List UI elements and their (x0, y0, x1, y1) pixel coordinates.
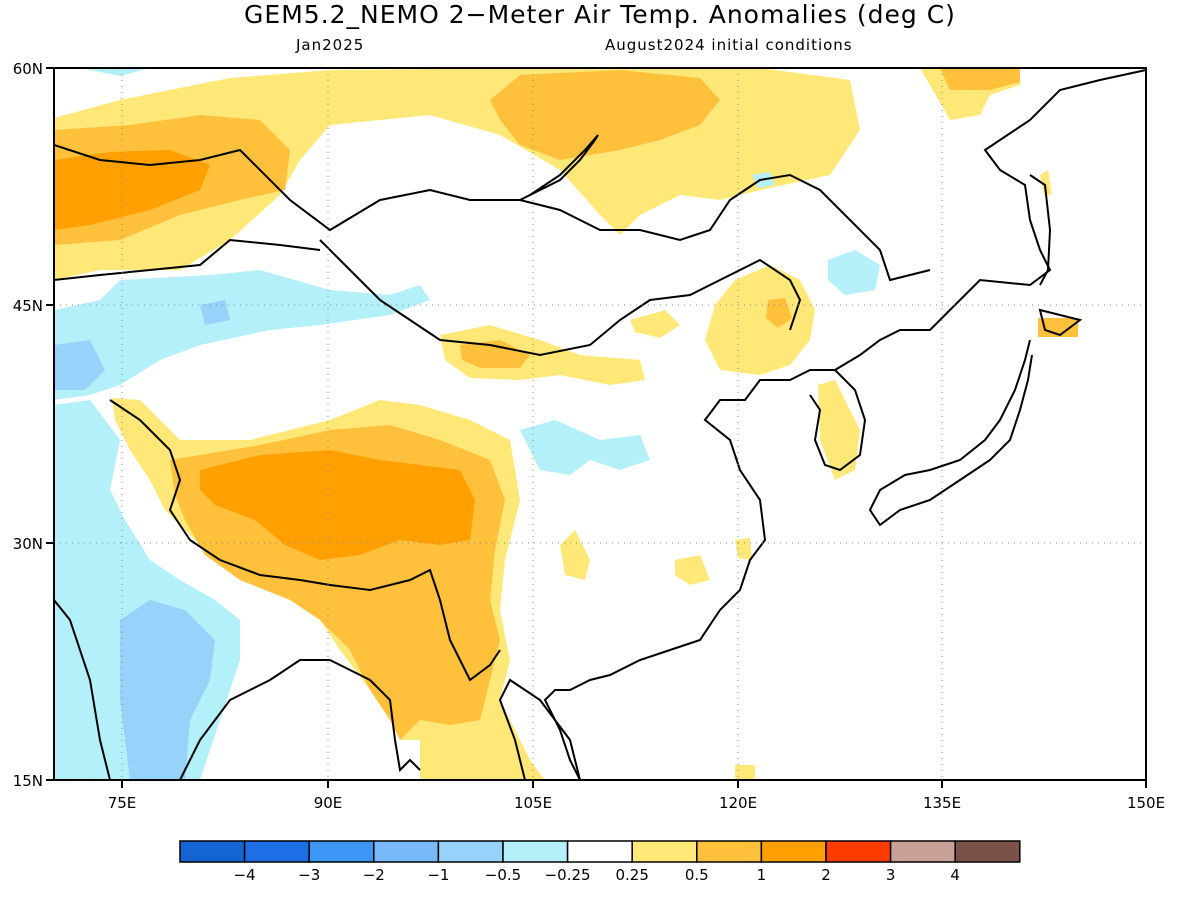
anomaly-china-se-yellow (675, 555, 710, 585)
anomaly-china-south-yellow (560, 530, 590, 580)
map-title: GEM5.2_NEMO 2−Meter Air Temp. Anomalies … (244, 0, 956, 29)
colorbar-swatch (696, 840, 763, 863)
colorbar-tick-label: −0.25 (545, 866, 591, 884)
coast-sakhalin (1029, 174, 1052, 286)
anomaly-top-lightblue (80, 68, 150, 76)
colorbar-tick-label: 0.25 (615, 866, 648, 884)
coast-east-asia (543, 69, 1146, 780)
colorbar-labels: −4 −3 −2 −1 −0.5 −0.25 0.25 0.5 1 2 3 4 (234, 866, 960, 884)
anomaly-tibet-darkorange (200, 450, 475, 560)
lon-label-135e: 135E (923, 794, 961, 812)
colorbar-swatch (243, 840, 310, 863)
colorbar-swatch (179, 840, 246, 863)
map-frame (53, 67, 1147, 781)
colorbar-tick-label: −0.5 (485, 866, 521, 884)
baikal (519, 134, 599, 201)
anomaly-korea-yellow (818, 380, 860, 480)
valid-month-label: Jan2025 (296, 36, 365, 54)
colorbar-swatch (889, 840, 956, 863)
lat-label-45n: 45N (13, 297, 43, 315)
colorbar-tick-label: 0.5 (685, 866, 709, 884)
colorbar-swatch (373, 840, 440, 863)
lon-label-105e: 105E (514, 794, 552, 812)
graticule (54, 68, 1146, 780)
colorbar (179, 840, 1021, 863)
coast-korea (809, 369, 867, 472)
anomaly-hokkaido-yellow (1038, 318, 1078, 337)
anomaly-kazakh-blue (54, 340, 105, 390)
lat-label-15n: 15N (13, 772, 43, 790)
anomaly-mongolia-yellow (705, 265, 815, 375)
anomaly-kazakh-blue2 (200, 300, 230, 325)
lon-label-150e: 150E (1127, 794, 1165, 812)
coast-bay-bengal (329, 659, 421, 773)
anomaly-field (54, 68, 1078, 780)
coast-indochina (498, 678, 581, 780)
anomaly-india-blue (120, 600, 215, 780)
lon-label-120e: 120E (719, 794, 757, 812)
anomaly-sichuan-lightblue (520, 420, 650, 475)
anomaly-innermongolia-yellow (630, 310, 680, 338)
border-china-north (54, 144, 931, 282)
lon-label-90e: 90E (314, 794, 343, 812)
colorbar-swatch (825, 840, 892, 863)
colorbar-swatch (954, 840, 1021, 863)
colorbar-swatch (631, 840, 698, 863)
colorbar-tick-label: 2 (821, 866, 831, 884)
lat-label-60n: 60N (13, 60, 43, 78)
colorbar-swatch (760, 840, 827, 863)
border-kazakh (54, 238, 321, 281)
anomaly-gansu-orange (460, 340, 530, 368)
coast-india (54, 599, 330, 780)
colorbar-tick-label: −3 (298, 866, 320, 884)
border-mongolia-south (319, 239, 802, 357)
colorbar-tick-label: −4 (234, 866, 256, 884)
colorbar-swatch (502, 840, 569, 863)
colorbar-tick-label: 4 (950, 866, 960, 884)
colorbar-swatch (566, 840, 633, 863)
anomaly-hainan-yellow (735, 765, 755, 780)
colorbar-tick-label: 1 (757, 866, 767, 884)
coast-japan (868, 308, 1083, 527)
colorbar-tick-label: −2 (363, 866, 385, 884)
anomaly-kazakh-darkorange (54, 150, 210, 230)
lat-label-30n: 30N (13, 535, 43, 553)
anomaly-sakhalin-yellow (1040, 170, 1052, 195)
anomaly-mongolia-orange (766, 298, 792, 328)
anomaly-siberia-orange (490, 70, 720, 160)
anomaly-siberia-orange-east (940, 68, 1020, 90)
anomaly-kazakh-lightblue (54, 270, 430, 400)
initial-conditions-label: August2024 initial conditions (605, 36, 853, 54)
colorbar-swatch (308, 840, 375, 863)
colorbar-tick-label: 3 (886, 866, 896, 884)
colorbar-swatch (437, 840, 504, 863)
coastlines (54, 69, 1146, 780)
axis-ticks (46, 67, 1147, 788)
anomaly-ne-lightblue (828, 250, 880, 295)
colorbar-tick-label: −1 (427, 866, 449, 884)
lon-label-75e: 75E (108, 794, 137, 812)
anomaly-taiwan-yellow (735, 538, 752, 560)
border-himalaya (109, 399, 501, 682)
